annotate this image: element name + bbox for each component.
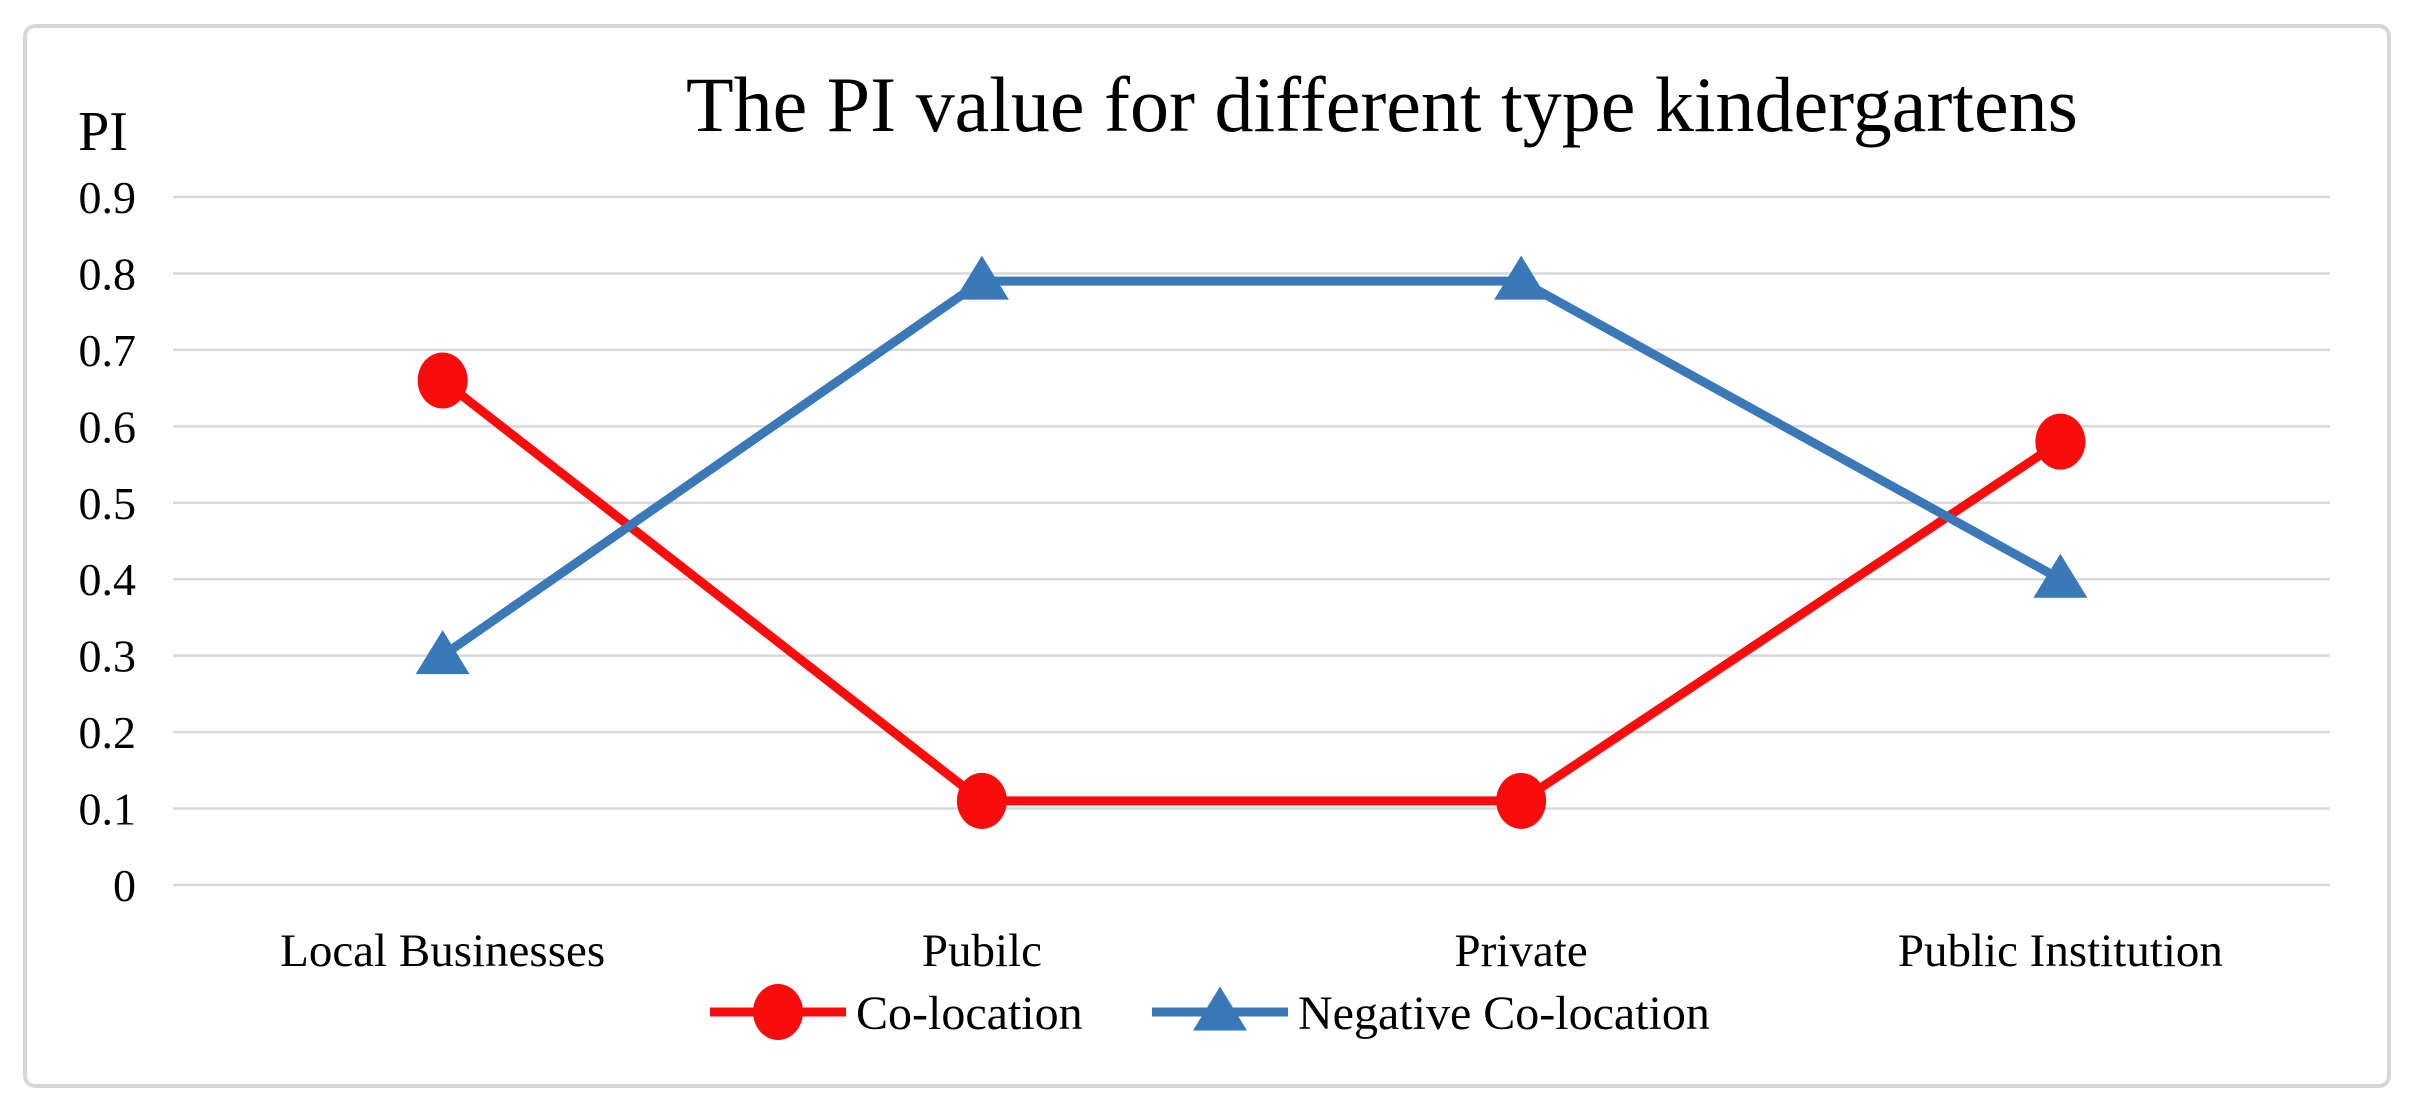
gridlines-group	[173, 195, 2330, 887]
chart-title: The PI value for different type kinderga…	[686, 61, 2078, 148]
y-tick-label: 0.8	[79, 248, 137, 299]
data-point-marker-circle	[2035, 413, 2086, 470]
y-tick-label: 0.2	[79, 707, 137, 758]
legend-label: Co-location	[856, 987, 1083, 1040]
category-labels-group: Local Businesses Pubilc Private Public Inst…	[280, 925, 2223, 977]
data-point-marker-triangle	[2033, 553, 2088, 598]
legend-group: Co-location Negative Co-location	[710, 984, 1710, 1040]
category-label: Public Institution	[1898, 925, 2223, 977]
y-tick-label: 0.5	[79, 478, 137, 529]
data-point-marker-circle	[1496, 772, 1547, 829]
data-point-marker-triangle	[1494, 255, 1549, 300]
legend-item-co-location: Co-location	[710, 984, 1083, 1040]
category-label: Pubilc	[922, 925, 1042, 977]
data-point-marker-triangle	[415, 630, 470, 675]
series-line-negative-co-location	[438, 276, 2065, 661]
data-point-marker-circle	[417, 352, 468, 409]
y-tick-label: 0.7	[79, 325, 137, 376]
data-point-marker-circle	[753, 984, 803, 1040]
y-tick-label: 0.4	[79, 554, 137, 605]
data-point-marker-triangle	[954, 255, 1009, 300]
data-point-marker-circle	[956, 772, 1007, 829]
y-tick-label: 0	[113, 860, 136, 911]
series-group	[415, 255, 2088, 829]
legend-label: Negative Co-location	[1298, 987, 1710, 1040]
y-tick-label: 0.1	[79, 784, 137, 835]
series-line-co-location	[438, 375, 2065, 806]
y-axis-label: PI	[78, 101, 128, 163]
legend-item-negative-co-location: Negative Co-location	[1152, 986, 1710, 1040]
y-tick-label: 0.9	[79, 172, 137, 223]
category-label: Local Businesses	[280, 925, 605, 977]
y-tick-label: 0.3	[79, 631, 137, 682]
category-label: Private	[1455, 925, 1588, 977]
data-point-marker-triangle	[1193, 986, 1247, 1031]
y-tick-label: 0.6	[79, 401, 137, 452]
y-tick-labels-group: 0 0.1 0.2 0.3 0.4 0.5 0.6 0.7 0.8 0.9	[79, 172, 137, 911]
figure-border	[23, 24, 2391, 1088]
